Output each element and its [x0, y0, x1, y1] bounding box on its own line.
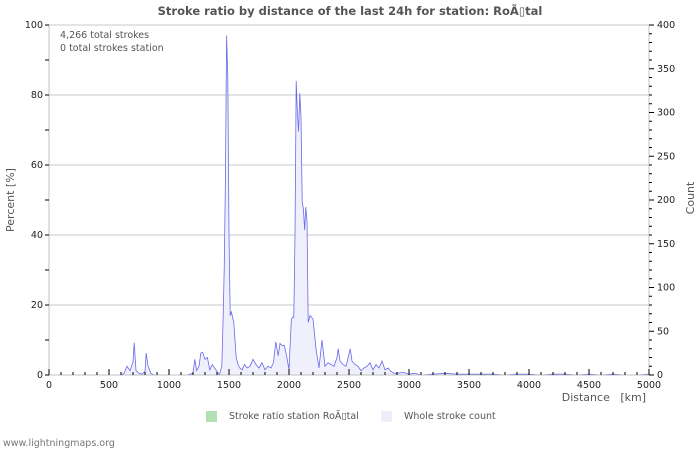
svg-text:40: 40 [31, 230, 43, 241]
svg-text:50: 50 [657, 326, 669, 337]
legend-swatch-lavender [381, 411, 392, 422]
svg-text:300: 300 [657, 108, 675, 119]
svg-text:500: 500 [100, 380, 118, 391]
stroke-totals: 4,266 total strokes 0 total strokes stat… [60, 29, 164, 55]
svg-text:4500: 4500 [577, 380, 601, 391]
svg-text:150: 150 [657, 239, 675, 250]
svg-text:400: 400 [657, 20, 675, 31]
svg-text:3500: 3500 [457, 380, 481, 391]
gridlines [49, 24, 649, 306]
svg-text:100: 100 [25, 20, 43, 31]
total-strokes-station: 0 total strokes station [60, 43, 164, 54]
legend-item-whole-count: Whole stroke count [381, 411, 496, 422]
svg-text:100: 100 [657, 283, 675, 294]
legend-label-station-ratio: Stroke ratio station RoÃ▯tal [229, 411, 359, 422]
svg-text:200: 200 [657, 195, 675, 206]
svg-text:2000: 2000 [277, 380, 301, 391]
svg-text:0: 0 [46, 380, 52, 391]
y-axis-right-label: Count [684, 181, 697, 214]
whole-stroke-count-series [49, 35, 650, 376]
svg-text:2500: 2500 [337, 380, 361, 391]
x-axis-label: Distance [km] [562, 391, 646, 404]
svg-text:5000: 5000 [637, 380, 661, 391]
svg-text:0: 0 [657, 370, 663, 381]
svg-text:1000: 1000 [157, 380, 181, 391]
svg-text:3000: 3000 [397, 380, 421, 391]
chart-title: Stroke ratio by distance of the last 24h… [157, 4, 543, 18]
svg-text:60: 60 [31, 160, 43, 171]
legend-item-station-ratio: Stroke ratio station RoÃ▯tal [206, 411, 359, 422]
legend-swatch-green [206, 411, 217, 422]
svg-text:0: 0 [37, 370, 43, 381]
svg-text:4000: 4000 [517, 380, 541, 391]
svg-text:250: 250 [657, 151, 675, 162]
svg-text:80: 80 [31, 90, 43, 101]
site-credit: www.lightningmaps.org [3, 438, 115, 449]
svg-text:20: 20 [31, 300, 43, 311]
y-axis-left-label: Percent [%] [4, 168, 17, 232]
svg-text:1500: 1500 [217, 380, 241, 391]
legend-label-whole-count: Whole stroke count [404, 411, 496, 422]
svg-text:350: 350 [657, 64, 675, 75]
total-strokes: 4,266 total strokes [60, 30, 150, 41]
